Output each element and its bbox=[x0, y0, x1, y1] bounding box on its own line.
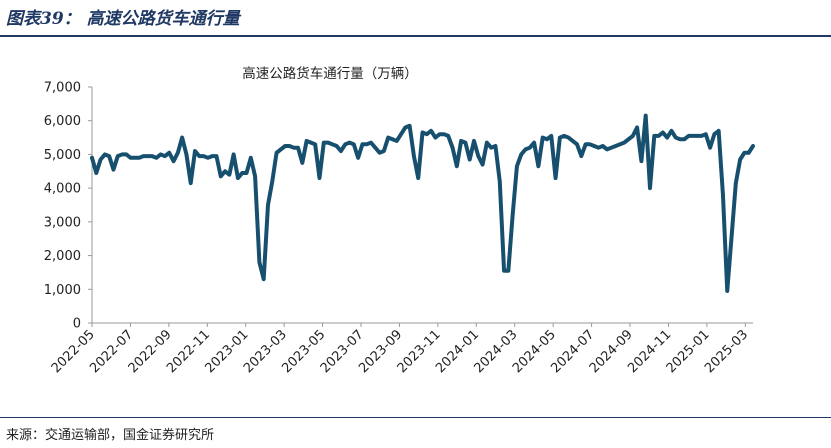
y-tick-label: 6,000 bbox=[44, 114, 81, 129]
y-axis: 0 1,000 2,000 3,000 4,000 5,000 6,000 7,000 bbox=[44, 81, 93, 332]
y-tick-label: 7,000 bbox=[44, 81, 81, 96]
chart-title: 高速公路货车通行量（万辆） bbox=[242, 65, 418, 82]
y-tick-label: 5,000 bbox=[44, 148, 81, 163]
x-tick-label: 2025-03 bbox=[702, 327, 751, 376]
y-tick-label: 0 bbox=[73, 317, 81, 332]
title-divider bbox=[0, 35, 831, 37]
series-line bbox=[90, 113, 755, 293]
y-tick-label: 3,000 bbox=[44, 215, 81, 230]
y-tick-label: 2,000 bbox=[44, 249, 81, 264]
source-note: 来源：交通运输部，国金证券研究所 bbox=[6, 428, 215, 443]
footer-divider bbox=[0, 417, 831, 418]
x-axis: 2022-052022-072022-092022-112023-012023-… bbox=[49, 322, 753, 376]
y-tick-label: 4,000 bbox=[44, 182, 81, 197]
plot-area bbox=[90, 113, 755, 293]
figure-title: 图表39： 高速公路货车通行量 bbox=[6, 9, 240, 29]
y-tick-label: 1,000 bbox=[44, 283, 81, 298]
